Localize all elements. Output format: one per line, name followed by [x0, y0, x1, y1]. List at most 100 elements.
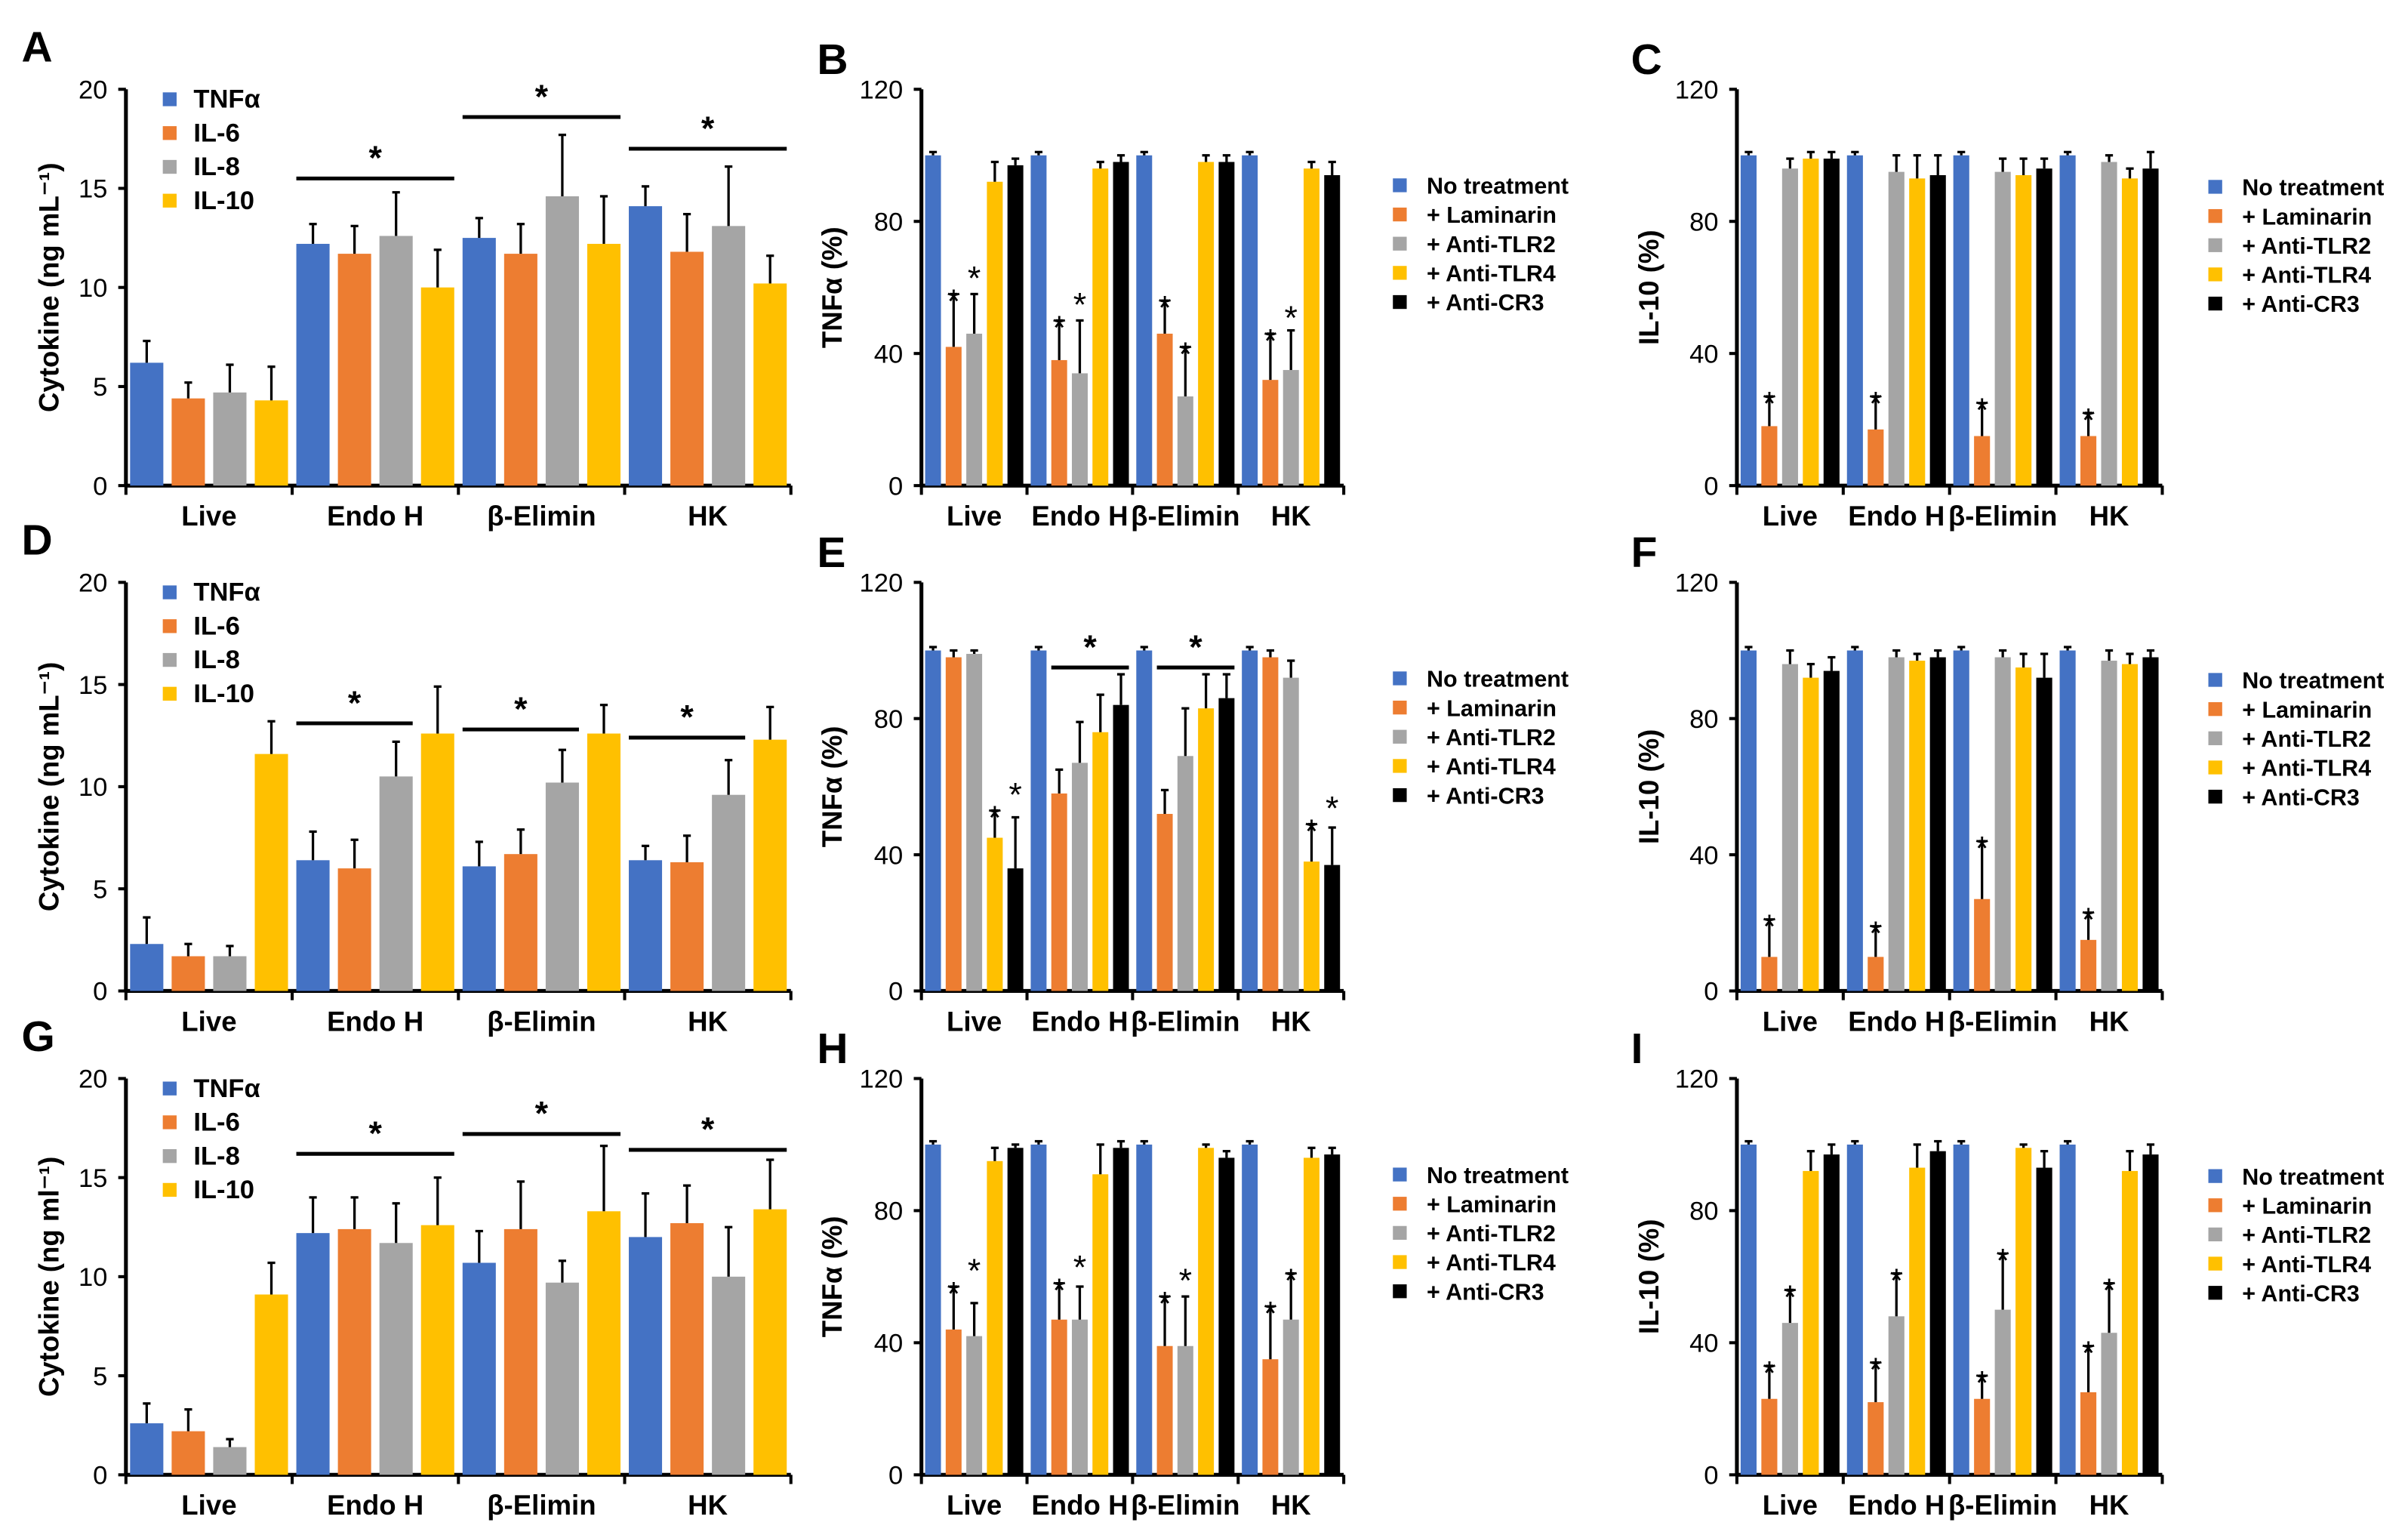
significance-star: * [1052, 1271, 1065, 1309]
x-category-label: Endo H [1031, 1490, 1128, 1521]
legend-label: IL-6 [193, 612, 239, 640]
bar [2142, 657, 2159, 991]
y-tick-label: 120 [860, 76, 904, 104]
x-category-label: Live [947, 501, 1002, 532]
x-category-label: Endo H [1848, 1490, 1945, 1521]
bar [2015, 174, 2032, 486]
bar [925, 1144, 941, 1475]
x-category-label: HK [2089, 501, 2129, 532]
bar [1868, 1402, 1884, 1475]
bar [2059, 155, 2076, 486]
legend-swatch [1393, 787, 1407, 803]
legend-swatch [2208, 702, 2222, 717]
legend-swatch [2208, 1227, 2222, 1242]
significance-star: * [1975, 1364, 1988, 1402]
bar [462, 238, 496, 486]
bar [1113, 704, 1129, 991]
legend-swatch [162, 686, 177, 701]
bar [2121, 664, 2139, 991]
bar [545, 196, 579, 486]
bar [2101, 661, 2117, 991]
y-axis-label: IL-10 (%) [1634, 230, 1664, 345]
bar [925, 155, 941, 486]
bar [1051, 793, 1067, 991]
bar [1803, 1170, 1819, 1475]
bar [1868, 957, 1884, 991]
bar [1262, 657, 1279, 991]
significance-star: * [1284, 299, 1297, 337]
legend-swatch [2208, 789, 2222, 804]
bar [296, 243, 330, 486]
panel-letter: D [21, 516, 52, 565]
bar [629, 1237, 663, 1475]
legend-swatch [1393, 207, 1407, 222]
panel-letter: C [1631, 35, 1662, 84]
legend-label: + Anti-TLR4 [1427, 754, 1556, 780]
legend-label: IL-10 [193, 680, 254, 708]
y-tick-label: 40 [874, 340, 903, 368]
y-axis-label: IL-10 (%) [1634, 729, 1664, 845]
legend-swatch [2208, 296, 2222, 311]
significance-star: * [1784, 1278, 1797, 1316]
bar [1846, 1144, 1863, 1475]
legend-label: IL-6 [193, 1108, 239, 1137]
bar [1051, 359, 1067, 486]
legend-label: No treatment [2242, 175, 2384, 201]
bar [1092, 168, 1109, 486]
bar [1030, 650, 1047, 991]
legend-label: IL-10 [193, 1176, 254, 1204]
legend-label: IL-8 [193, 1142, 239, 1170]
x-category-label: Live [181, 1006, 236, 1037]
legend-label: IL-8 [193, 646, 239, 674]
legend-label: IL-10 [193, 186, 254, 215]
x-category-label: Live [1763, 501, 1818, 532]
panel-letter: B [817, 35, 848, 84]
significance-star: * [1008, 775, 1021, 813]
bar [1823, 1154, 1840, 1475]
bar [1974, 1398, 1991, 1475]
y-tick-label: 0 [93, 472, 107, 501]
significance-star: * [2102, 1271, 2115, 1309]
legend-swatch [2208, 760, 2222, 775]
bar [712, 226, 746, 486]
legend-label: IL-6 [193, 119, 239, 147]
legend-swatch [2208, 1286, 2222, 1300]
bar [2121, 1170, 2139, 1475]
bar [2015, 1148, 2032, 1475]
bar [1030, 1144, 1047, 1475]
bar [2036, 677, 2052, 991]
bar [1974, 898, 1991, 991]
bar [420, 1225, 454, 1475]
significance-star: * [1763, 1354, 1775, 1392]
significance-star: * [1158, 1285, 1171, 1323]
bar [296, 860, 330, 991]
y-tick-label: 80 [874, 208, 903, 236]
bar [1113, 1148, 1129, 1475]
bar [670, 1223, 704, 1475]
legend-swatch [1393, 266, 1407, 280]
bar [753, 283, 787, 486]
x-category-label: β-Elimin [1131, 1006, 1239, 1037]
bar [1007, 165, 1024, 486]
y-tick-label: 80 [874, 1197, 903, 1226]
legend-swatch [2208, 1198, 2222, 1213]
y-tick-label: 5 [93, 1362, 107, 1391]
significance-star: * [1975, 391, 1988, 429]
significance-star: * [947, 282, 960, 320]
bar [1136, 155, 1153, 486]
significance-star: * [1158, 289, 1171, 327]
significance-star: * [1052, 309, 1065, 347]
bar [753, 1209, 787, 1475]
legend-swatch [162, 193, 177, 208]
bar [1929, 657, 1946, 991]
significance-star: * [1179, 1262, 1192, 1299]
y-tick-label: 0 [1704, 978, 1718, 1006]
legend-swatch [1393, 294, 1407, 310]
x-category-label: β-Elimin [487, 501, 596, 532]
bar [1303, 168, 1319, 486]
y-tick-label: 120 [1675, 1065, 1719, 1094]
bar [945, 347, 962, 486]
bar [629, 860, 663, 991]
legend-swatch [2208, 267, 2222, 282]
